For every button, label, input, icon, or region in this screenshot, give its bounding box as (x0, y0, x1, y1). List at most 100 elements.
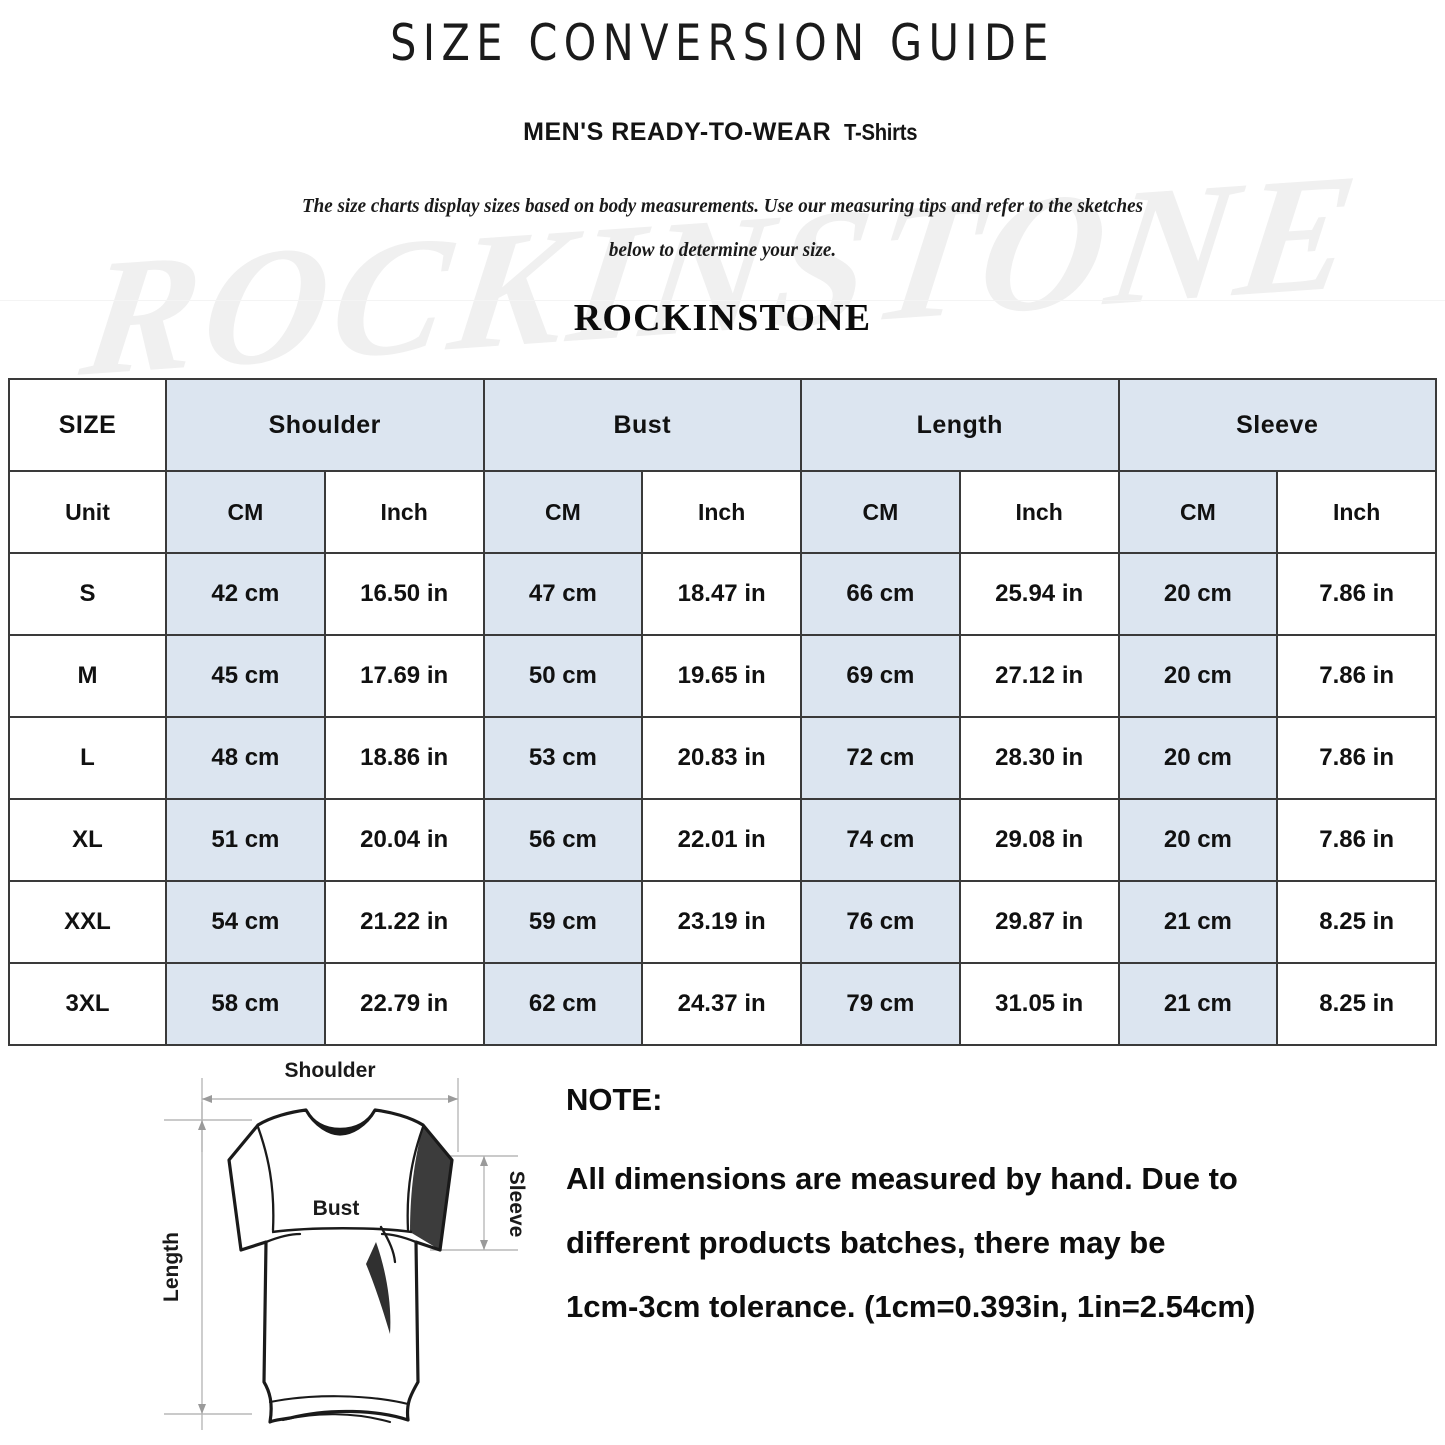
table-row: M 45 cm 17.69 in 50 cm 19.65 in 69 cm 27… (8, 634, 1437, 718)
table-row: 3XL 58 cm 22.79 in 62 cm 24.37 in 79 cm … (8, 962, 1437, 1046)
size-table-container: SIZE Shoulder Bust Length Sleeve Unit CM… (8, 378, 1437, 1046)
description-line-1: The size charts display sizes based on b… (301, 195, 1144, 217)
document-header: SIZE CONVERSION GUIDE MEN'S READY-TO-WEA… (0, 0, 1445, 340)
unit-cell-bust-inch: Inch (641, 470, 802, 554)
cell-sleeve-inch: 7.86 in (1276, 716, 1437, 800)
cell-size: 3XL (8, 962, 167, 1046)
header-cell-group-bust: Bust (482, 378, 802, 472)
cell-sleeve-cm: 20 cm (1117, 634, 1279, 718)
cell-length-cm: 69 cm (800, 634, 961, 718)
cell-shoulder-inch: 18.86 in (323, 716, 485, 800)
cell-shoulder-cm: 54 cm (165, 880, 326, 964)
cell-size: S (8, 552, 167, 636)
cell-bust-inch: 22.01 in (641, 798, 802, 882)
cell-length-inch: 31.05 in (958, 962, 1120, 1046)
document-subtitle: MEN'S READY-TO-WEAR T-Shirts (0, 118, 1445, 147)
cell-shoulder-cm: 42 cm (165, 552, 326, 636)
cell-shoulder-inch: 20.04 in (323, 798, 485, 882)
cell-sleeve-inch: 7.86 in (1276, 798, 1437, 882)
unit-cell-length-inch: Inch (958, 470, 1120, 554)
cell-length-inch: 28.30 in (958, 716, 1120, 800)
cell-sleeve-cm: 20 cm (1117, 798, 1279, 882)
unit-cell-length-cm: CM (800, 470, 961, 554)
table-unit-row: Unit CM Inch CM Inch CM Inch CM Inch (8, 470, 1437, 554)
cell-shoulder-cm: 58 cm (165, 962, 326, 1046)
cell-length-cm: 66 cm (800, 552, 961, 636)
cell-sleeve-cm: 21 cm (1117, 962, 1279, 1046)
cell-shoulder-cm: 51 cm (165, 798, 326, 882)
unit-cell-bust-cm: CM (482, 470, 644, 554)
cell-length-cm: 72 cm (800, 716, 961, 800)
diagram-label-bust: Bust (313, 1197, 360, 1220)
table-row: XXL 54 cm 21.22 in 59 cm 23.19 in 76 cm … (8, 880, 1437, 964)
table-row: S 42 cm 16.50 in 47 cm 18.47 in 66 cm 25… (8, 552, 1437, 636)
subtitle-main: MEN'S READY-TO-WEAR (523, 118, 832, 146)
unit-cell-shoulder-inch: Inch (323, 470, 485, 554)
cell-size: XL (8, 798, 167, 882)
cell-length-inch: 27.12 in (958, 634, 1120, 718)
cell-shoulder-inch: 17.69 in (323, 634, 485, 718)
size-conversion-table: SIZE Shoulder Bust Length Sleeve Unit CM… (8, 378, 1437, 1046)
cell-bust-inch: 20.83 in (641, 716, 802, 800)
page-title: SIZE CONVERSION GUIDE (390, 14, 1055, 72)
watermark-rule (0, 300, 1445, 301)
cell-shoulder-inch: 22.79 in (323, 962, 485, 1046)
cell-length-cm: 79 cm (800, 962, 961, 1046)
cell-bust-cm: 62 cm (482, 962, 644, 1046)
cell-bust-inch: 18.47 in (641, 552, 802, 636)
diagram-label-sleeve: Sleeve (505, 1171, 528, 1238)
cell-shoulder-inch: 21.22 in (323, 880, 485, 964)
diagram-label-shoulder: Shoulder (284, 1059, 375, 1082)
cell-bust-cm: 59 cm (482, 880, 644, 964)
cell-shoulder-cm: 48 cm (165, 716, 326, 800)
cell-shoulder-inch: 16.50 in (323, 552, 485, 636)
table-row: L 48 cm 18.86 in 53 cm 20.83 in 72 cm 28… (8, 716, 1437, 800)
cell-sleeve-inch: 8.25 in (1276, 962, 1437, 1046)
cell-size: XXL (8, 880, 167, 964)
diagram-label-length: Length (160, 1232, 183, 1302)
tshirt-diagram-svg: Shoulder Bust Length Sleeve (160, 1059, 528, 1430)
cell-bust-inch: 19.65 in (641, 634, 802, 718)
description-line-2: below to determine your size. (608, 239, 837, 261)
header-cell-group-length: Length (800, 378, 1120, 472)
cell-sleeve-inch: 8.25 in (1276, 880, 1437, 964)
subtitle-category: T-Shirts (843, 119, 918, 145)
unit-cell-sleeve-cm: CM (1117, 470, 1279, 554)
cell-bust-inch: 24.37 in (641, 962, 802, 1046)
note-line-1: All dimensions are measured by hand. Due… (566, 1161, 1238, 1196)
header-cell-group-shoulder: Shoulder (165, 378, 485, 472)
header-cell-size: SIZE (8, 378, 167, 472)
cell-bust-cm: 56 cm (482, 798, 644, 882)
cell-sleeve-cm: 20 cm (1117, 716, 1279, 800)
note-body: All dimensions are measured by hand. Due… (566, 1147, 1396, 1339)
unit-cell-shoulder-cm: CM (165, 470, 326, 554)
cell-size: L (8, 716, 167, 800)
cell-length-inch: 29.87 in (958, 880, 1120, 964)
document-description: The size charts display sizes based on b… (51, 184, 1395, 272)
cell-shoulder-cm: 45 cm (165, 634, 326, 718)
note-line-2: different products batches, there may be (566, 1225, 1166, 1260)
note-block: NOTE: All dimensions are measured by han… (566, 1084, 1396, 1339)
header-cell-group-sleeve: Sleeve (1117, 378, 1437, 472)
table-group-header-row: SIZE Shoulder Bust Length Sleeve (8, 378, 1437, 472)
cell-sleeve-inch: 7.86 in (1276, 552, 1437, 636)
cell-length-cm: 74 cm (800, 798, 961, 882)
cell-sleeve-cm: 21 cm (1117, 880, 1279, 964)
cell-size: M (8, 634, 167, 718)
cell-sleeve-cm: 20 cm (1117, 552, 1279, 636)
cell-length-inch: 29.08 in (958, 798, 1120, 882)
table-row: XL 51 cm 20.04 in 56 cm 22.01 in 74 cm 2… (8, 798, 1437, 882)
cell-length-cm: 76 cm (800, 880, 961, 964)
tshirt-measurement-diagram: Shoulder Bust Length Sleeve (140, 1052, 540, 1442)
brand-name: ROCKINSTONE (573, 297, 872, 339)
note-heading: NOTE: (566, 1082, 663, 1117)
cell-bust-cm: 50 cm (482, 634, 644, 718)
cell-bust-cm: 53 cm (482, 716, 644, 800)
cell-bust-cm: 47 cm (482, 552, 644, 636)
unit-cell-sleeve-inch: Inch (1276, 470, 1437, 554)
cell-sleeve-inch: 7.86 in (1276, 634, 1437, 718)
note-line-3: 1cm-3cm tolerance. (1cm=0.393in, 1in=2.5… (566, 1289, 1256, 1324)
header-cell-unit: Unit (8, 470, 167, 554)
cell-length-inch: 25.94 in (958, 552, 1120, 636)
